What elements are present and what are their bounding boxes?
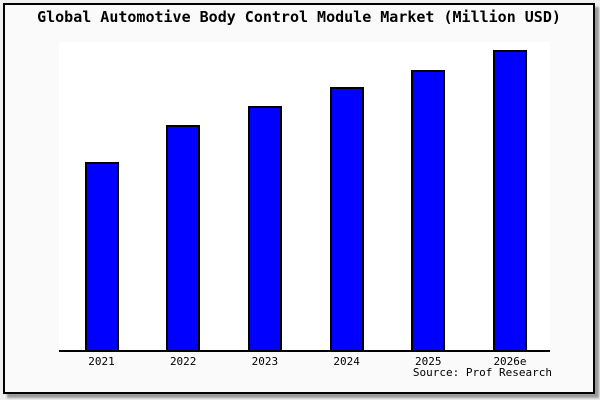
x-tick-label-2024: 2024: [333, 355, 360, 368]
bar-2026e: [493, 50, 527, 350]
source-credit: Source: Prof Research: [412, 366, 552, 379]
bar-2024: [329, 87, 364, 350]
plot-area: [59, 42, 550, 352]
bar-2023: [247, 106, 282, 350]
chart-title: Global Automotive Body Control Module Ma…: [37, 8, 561, 26]
x-tick-label-2022: 2022: [169, 355, 197, 368]
x-tick-label-2025: 2025: [415, 355, 442, 368]
bar-2025: [411, 70, 446, 350]
bar-2022: [166, 125, 201, 350]
bar-2021: [84, 162, 119, 350]
x-tick-label-2026e: 2026e: [493, 355, 527, 368]
x-tick-label-2021: 2021: [88, 355, 115, 368]
x-tick-label-2023: 2023: [251, 355, 279, 368]
chart-frame: Global Automotive Body Control Module Ma…: [3, 3, 595, 394]
